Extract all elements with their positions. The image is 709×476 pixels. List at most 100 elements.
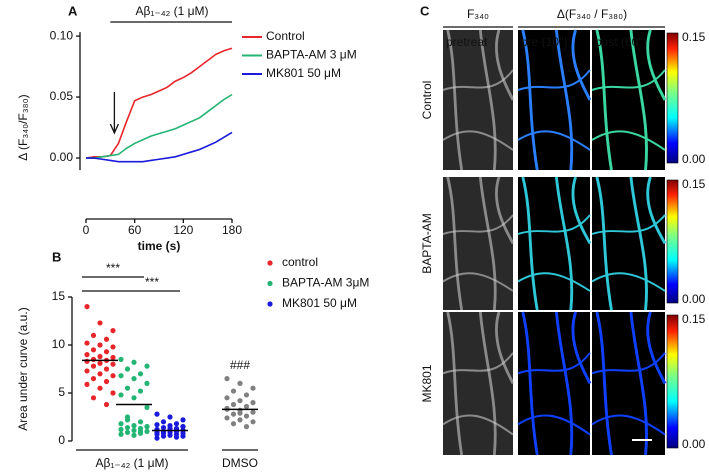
colorbar-tick-label: 0.00 (682, 292, 706, 306)
y-axis-label: Area under curve (a.u.) (16, 307, 30, 430)
y-tick-label: 5 (58, 385, 65, 399)
image-panel (517, 176, 592, 311)
data-point (224, 415, 230, 421)
neurite (646, 311, 667, 385)
column-header: F₃₄₀ (467, 7, 489, 21)
neurite (521, 176, 539, 311)
legend-swatch (267, 280, 273, 287)
data-point (160, 433, 167, 439)
data-point (90, 376, 97, 382)
data-point (90, 356, 97, 362)
data-point (131, 376, 137, 382)
data-point (124, 366, 131, 372)
neurite (446, 176, 464, 311)
data-point (160, 424, 167, 431)
data-point (97, 342, 103, 348)
x-tick-label: 120 (173, 223, 193, 237)
legend-label: BAPTA-AM 3μM (282, 276, 369, 290)
data-point (237, 417, 243, 423)
y-tick-label: 10 (52, 337, 66, 351)
image-bg (592, 312, 665, 455)
data-point (103, 336, 110, 342)
neurite (646, 176, 667, 245)
neurite (591, 352, 666, 375)
row-label: BAPTA-AM (420, 213, 434, 273)
neurite (591, 414, 666, 436)
neurite (517, 414, 591, 436)
neurite (595, 311, 613, 456)
data-point (154, 431, 160, 437)
neurite (591, 69, 666, 91)
series-line (85, 47, 233, 159)
neurite (646, 29, 667, 101)
legend-swatch (267, 260, 273, 266)
data-point (237, 410, 243, 416)
data-point (230, 421, 237, 427)
neurite (478, 311, 497, 456)
neurite (495, 176, 515, 245)
data-point (154, 422, 160, 428)
data-point (124, 424, 131, 431)
data-point (84, 381, 90, 387)
neurite (571, 176, 592, 245)
data-point (243, 413, 250, 419)
data-point (131, 432, 137, 438)
data-point (124, 385, 131, 391)
data-point (230, 411, 237, 417)
neurite (446, 29, 464, 171)
significance: *** (106, 261, 120, 275)
colorbar-tick-label: 0.15 (682, 177, 706, 191)
data-point (144, 363, 150, 369)
data-point (180, 424, 186, 430)
neurite (595, 29, 613, 171)
y-axis-label: Δ (F₃₄₀/F₃₈₀) (16, 94, 30, 160)
data-point (160, 419, 167, 425)
data-point (131, 427, 137, 434)
data-point (103, 378, 110, 385)
legend-label: MK801 50 μM (266, 66, 341, 80)
data-point (103, 349, 110, 355)
data-point (144, 428, 150, 434)
neurite (495, 311, 515, 385)
x-group-label: Aβ₁₋₄₂ (1 μM) (95, 456, 168, 470)
data-point (97, 360, 103, 366)
neurite (571, 311, 592, 385)
data-point (110, 361, 116, 367)
colorbar (666, 314, 679, 449)
data-point (230, 388, 237, 394)
significance: *** (145, 275, 159, 289)
neurite (521, 311, 539, 456)
x-tick-label: 0 (83, 223, 90, 237)
image-panel (442, 311, 515, 456)
data-point (124, 429, 131, 435)
series-line (86, 131, 233, 163)
data-point (137, 419, 144, 425)
image-panel (591, 311, 667, 456)
x-axis-label: time (s) (138, 239, 181, 253)
data-point (137, 371, 144, 377)
colorbar-tick-label: 0.15 (682, 312, 706, 326)
neurite (442, 214, 514, 235)
data-point (250, 385, 256, 391)
data-point (118, 356, 124, 362)
image-panel (442, 29, 515, 171)
column-header: Δ(F₃₄₀ / F₃₈₀) (557, 7, 627, 21)
data-point (243, 403, 250, 410)
data-point (131, 423, 137, 429)
legend-label: Control (266, 29, 305, 43)
neurite (517, 69, 591, 91)
data-point (180, 417, 186, 423)
data-point (103, 366, 110, 372)
neurite (595, 176, 613, 311)
neurite (554, 29, 574, 171)
colorbar-tick-label: 0.00 (682, 437, 706, 451)
data-point (124, 417, 131, 423)
image-panel (517, 311, 592, 456)
data-point (137, 388, 144, 394)
data-point (250, 400, 256, 406)
legend-label: MK801 50 μM (282, 296, 357, 310)
neurite (591, 214, 666, 235)
neurite (591, 130, 666, 151)
data-point (137, 428, 144, 434)
neurite (442, 69, 514, 91)
